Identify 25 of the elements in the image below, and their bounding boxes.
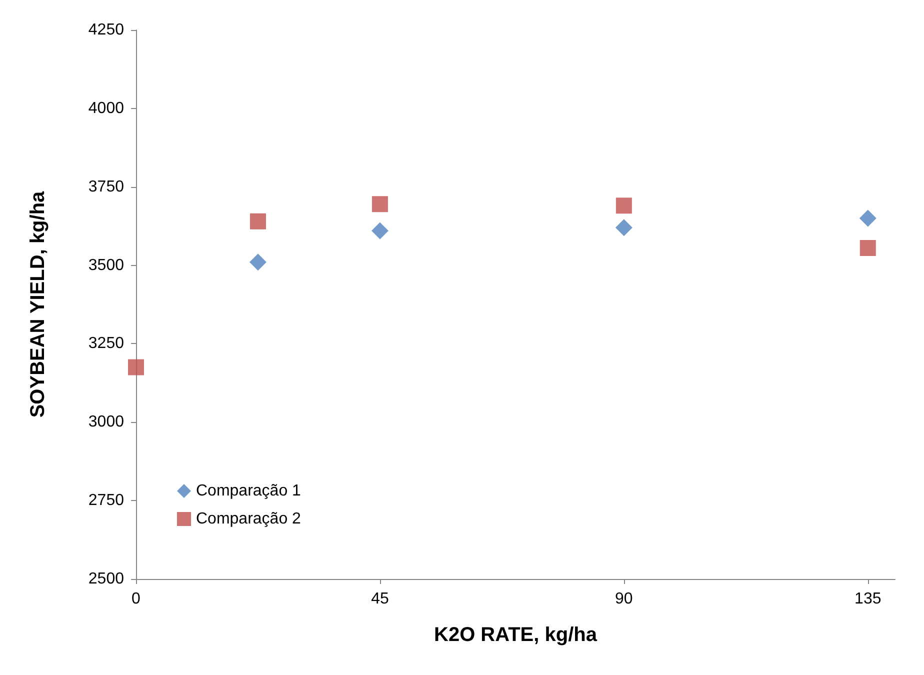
legend-label: Comparação 2 xyxy=(196,510,302,528)
x-tick-label: 135 xyxy=(854,590,882,608)
point xyxy=(249,254,266,271)
y-tick-label: 3750 xyxy=(88,178,124,196)
y-axis-title: SOYBEAN YIELD, kg/ha xyxy=(27,190,49,418)
x-tick-label: 45 xyxy=(371,590,389,608)
point xyxy=(615,219,632,236)
y-tick-label: 2500 xyxy=(88,570,124,588)
point xyxy=(860,240,876,256)
y-tick-label: 2750 xyxy=(88,492,124,510)
y-tick-label: 3500 xyxy=(88,256,124,274)
x-tick-label: 90 xyxy=(615,590,633,608)
point xyxy=(128,359,144,376)
x-tick-label: 0 xyxy=(132,590,141,608)
legend-label: Comparação 1 xyxy=(196,482,302,500)
point xyxy=(372,196,388,212)
y-tick-label: 4250 xyxy=(88,22,124,38)
y-tick-label: 4000 xyxy=(88,100,124,117)
x-axis-title: K2O RATE, kg/ha xyxy=(434,624,598,646)
point xyxy=(859,210,876,227)
y-tick-label: 3250 xyxy=(88,335,124,352)
point xyxy=(250,213,266,230)
y-tick-label: 3000 xyxy=(88,414,124,431)
point xyxy=(616,198,632,214)
point xyxy=(371,222,388,240)
